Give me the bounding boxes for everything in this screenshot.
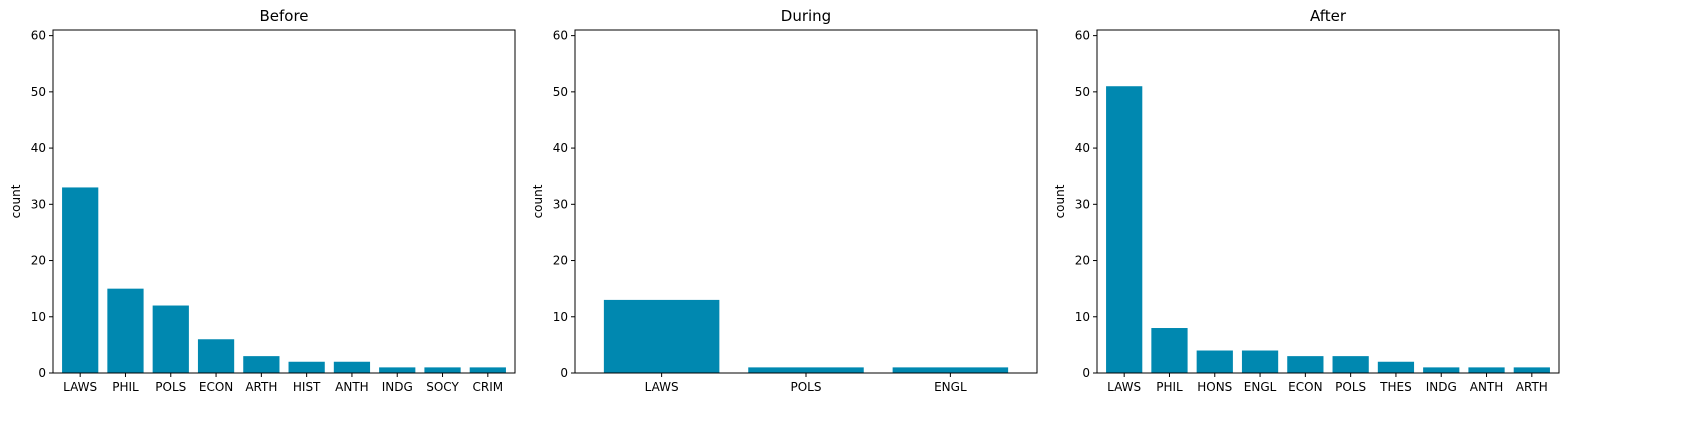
x-tick-label-phil: PHIL <box>112 380 139 394</box>
bar-engl <box>1241 350 1279 373</box>
x-tick-label-hist: HIST <box>293 380 321 394</box>
x-tick-label-engl: ENGL <box>934 380 967 394</box>
bar-hons <box>1196 350 1233 373</box>
chart-title: Before <box>259 7 308 25</box>
y-tick-label: 60 <box>553 29 568 43</box>
y-axis-label: count <box>531 184 545 218</box>
x-tick-label-phil: PHIL <box>1156 380 1183 394</box>
bar-socy <box>424 367 461 373</box>
y-tick-label: 0 <box>1082 366 1090 380</box>
y-tick-label: 30 <box>1075 197 1090 211</box>
bar-pols <box>152 305 189 373</box>
x-tick-label-econ: ECON <box>1288 380 1322 394</box>
x-tick-label-laws: LAWS <box>63 380 97 394</box>
plot-frame <box>1096 29 1560 374</box>
panel-during: LAWS POLS ENGL 0 10 20 30 40 50 60 During count <box>531 7 1038 394</box>
bar-anth <box>333 361 371 373</box>
bar-indg <box>379 367 416 373</box>
plot-frame <box>52 29 516 374</box>
y-tick-label: 40 <box>31 141 46 155</box>
bar-arth <box>1513 367 1550 373</box>
x-tick-label-laws: LAWS <box>645 380 679 394</box>
y-tick-label: 0 <box>560 366 568 380</box>
y-tick-label: 40 <box>553 141 568 155</box>
y-tick-label: 10 <box>553 310 568 324</box>
x-tick-label-pols: POLS <box>155 380 186 394</box>
x-tick-label-pols: POLS <box>791 380 822 394</box>
panel-after: LAWS PHIL HONS ENGL ECON POLS THES INDG ANTH ARTH… <box>1053 7 1560 394</box>
x-tick-label-indg: INDG <box>1426 380 1457 394</box>
bar-econ <box>1287 356 1324 373</box>
bar-laws <box>1106 86 1143 374</box>
y-tick-label: 50 <box>553 85 568 99</box>
bar-laws <box>603 299 720 373</box>
x-tick-label-pols: POLS <box>1335 380 1366 394</box>
y-tick-label: 40 <box>1075 141 1090 155</box>
bar-anth <box>1468 367 1505 373</box>
bar-arth <box>243 356 280 373</box>
bar-hist <box>288 361 325 373</box>
x-tick-label-hons: HONS <box>1197 380 1232 394</box>
x-tick-label-econ: ECON <box>199 380 233 394</box>
chart-title: During <box>781 7 831 25</box>
bar-pols <box>748 367 864 373</box>
y-tick-label: 30 <box>553 197 568 211</box>
bar-crim <box>469 367 506 373</box>
x-tick-label-engl: ENGL <box>1244 380 1277 394</box>
y-tick-label: 10 <box>1075 310 1090 324</box>
y-tick-label: 60 <box>31 29 46 43</box>
y-tick-label: 50 <box>1075 85 1090 99</box>
y-tick-label: 20 <box>31 254 46 268</box>
x-tick-label-crim: CRIM <box>473 380 504 394</box>
bar-indg <box>1423 367 1460 373</box>
x-tick-label-indg: INDG <box>382 380 413 394</box>
panel-before: LAWS PHIL POLS ECON ARTH HIST ANTH INDG SOCY CRIM… <box>9 7 516 394</box>
x-tick-label-arth: ARTH <box>245 380 277 394</box>
bar-engl <box>892 367 1009 373</box>
y-tick-label: 20 <box>1075 254 1090 268</box>
bar-laws <box>62 187 99 373</box>
y-tick-label: 20 <box>553 254 568 268</box>
bar-phil <box>107 288 144 373</box>
y-tick-label: 0 <box>38 366 46 380</box>
x-tick-label-arth: ARTH <box>1516 380 1548 394</box>
y-tick-label: 30 <box>31 197 46 211</box>
bar-pols <box>1332 356 1369 373</box>
y-tick-label: 10 <box>31 310 46 324</box>
x-tick-label-laws: LAWS <box>1107 380 1141 394</box>
y-axis-label: count <box>9 184 23 218</box>
x-tick-label-anth: ANTH <box>335 380 369 394</box>
y-tick-label: 50 <box>31 85 46 99</box>
y-axis-label: count <box>1053 184 1067 218</box>
x-tick-label-anth: ANTH <box>1470 380 1504 394</box>
x-tick-label-socy: SOCY <box>426 380 459 394</box>
bar-phil <box>1151 328 1188 373</box>
x-tick-label-thes: THES <box>1379 380 1412 394</box>
bar-thes <box>1377 361 1415 373</box>
bar-econ <box>197 339 235 373</box>
y-tick-label: 60 <box>1075 29 1090 43</box>
chart-title: After <box>1310 7 1347 25</box>
